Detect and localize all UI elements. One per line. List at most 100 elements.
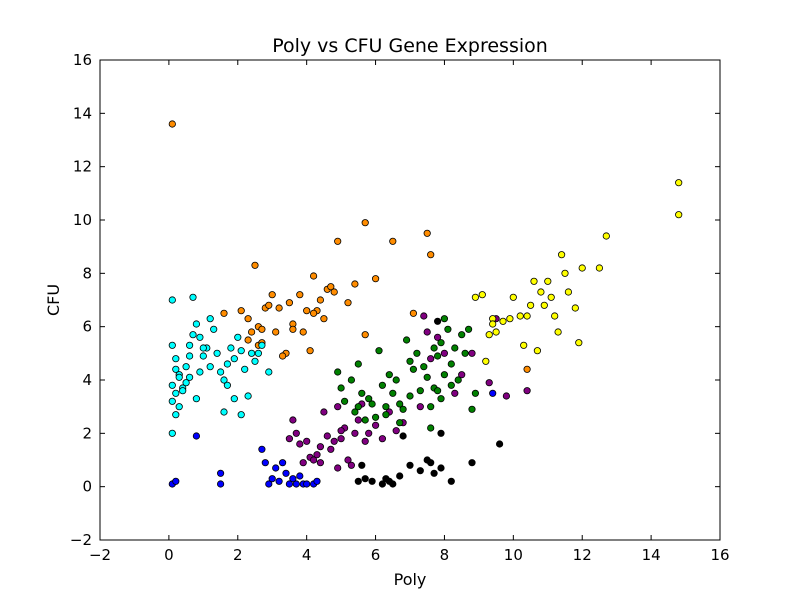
data-point <box>361 331 369 339</box>
data-point <box>186 352 194 360</box>
data-point <box>406 357 414 365</box>
data-point <box>199 352 207 360</box>
data-point <box>423 229 431 237</box>
data-point <box>309 309 318 317</box>
data-point <box>244 315 252 323</box>
data-point <box>437 429 445 437</box>
data-point <box>471 293 479 301</box>
data-point <box>334 368 342 376</box>
data-point <box>433 387 442 395</box>
data-point <box>168 341 176 349</box>
data-point <box>675 211 683 219</box>
data-point <box>186 341 194 349</box>
data-point <box>423 328 431 336</box>
data-point <box>186 373 194 381</box>
data-point <box>485 379 493 387</box>
x-tick-label: 8 <box>440 546 450 564</box>
data-point <box>437 464 445 472</box>
data-point <box>206 363 214 371</box>
data-point <box>258 325 266 333</box>
y-tick-label: 14 <box>73 104 92 122</box>
data-point <box>196 368 204 376</box>
data-point <box>368 400 376 408</box>
data-point <box>292 480 300 488</box>
y-tick-label: 8 <box>82 264 92 282</box>
data-point <box>278 459 287 467</box>
data-point <box>413 349 421 357</box>
data-point <box>316 296 324 304</box>
data-point <box>571 304 579 312</box>
data-point <box>354 360 362 368</box>
data-point <box>595 264 604 272</box>
data-point <box>437 339 445 347</box>
data-point <box>509 293 517 301</box>
data-point <box>382 403 390 411</box>
data-point <box>303 437 311 445</box>
data-point <box>361 437 369 445</box>
data-point <box>227 344 235 352</box>
data-point <box>213 349 221 357</box>
data-point <box>547 293 555 301</box>
data-point <box>265 480 273 488</box>
data-point <box>447 381 455 389</box>
data-point <box>409 365 417 373</box>
data-point <box>299 328 307 336</box>
data-point <box>175 373 183 381</box>
data-point <box>285 435 293 443</box>
data-point <box>396 419 404 427</box>
data-point <box>316 459 324 467</box>
data-point <box>179 387 187 395</box>
data-point <box>334 403 342 411</box>
data-point <box>172 365 180 373</box>
x-tick-label: 2 <box>233 546 243 564</box>
data-point <box>358 389 366 397</box>
data-point <box>206 315 214 323</box>
data-point <box>323 432 331 440</box>
data-point <box>289 475 297 483</box>
data-point <box>468 349 476 357</box>
data-point <box>265 301 273 309</box>
data-point <box>368 477 376 485</box>
data-point <box>454 376 462 384</box>
x-tick-label: 16 <box>710 546 729 564</box>
data-point <box>385 371 393 379</box>
data-point <box>389 237 397 245</box>
data-point <box>285 299 293 307</box>
data-point <box>223 381 231 389</box>
data-point <box>354 416 362 424</box>
data-point <box>499 317 507 325</box>
data-point <box>192 395 200 403</box>
data-point <box>175 403 183 411</box>
x-tick-label: 12 <box>573 546 592 564</box>
data-point <box>440 349 448 357</box>
data-point <box>530 277 538 285</box>
data-point <box>427 459 435 467</box>
y-tick-label: 16 <box>73 51 92 69</box>
data-point <box>468 459 476 467</box>
data-point <box>385 477 393 485</box>
data-point <box>378 480 386 488</box>
data-point <box>241 365 249 373</box>
data-point <box>489 320 497 328</box>
chart-title: Poly vs CFU Gene Expression <box>272 35 548 57</box>
x-tick-label: 4 <box>302 546 312 564</box>
data-point <box>303 480 311 488</box>
data-point <box>223 360 231 368</box>
data-point <box>358 461 366 469</box>
data-point <box>244 392 252 400</box>
data-point <box>168 397 176 405</box>
data-point <box>182 363 190 371</box>
data-point <box>330 437 338 445</box>
data-point <box>447 477 455 485</box>
data-point <box>289 325 297 333</box>
data-point <box>485 331 493 339</box>
data-point <box>602 232 610 240</box>
data-point <box>337 435 345 443</box>
data-point <box>251 357 259 365</box>
data-point <box>254 349 262 357</box>
data-point <box>299 459 307 467</box>
data-point <box>575 339 583 347</box>
data-point <box>354 403 362 411</box>
data-point <box>502 392 510 400</box>
data-point <box>210 325 218 333</box>
